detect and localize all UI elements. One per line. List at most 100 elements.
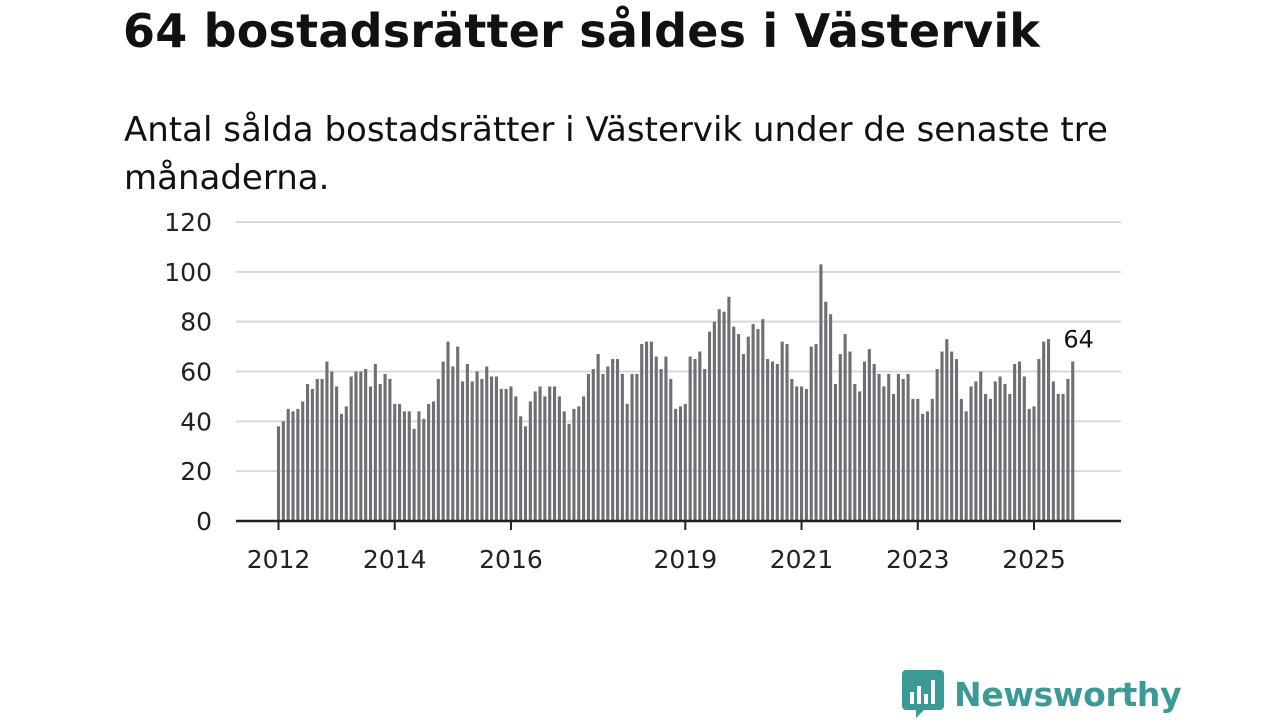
bar (635, 373, 639, 521)
bar (659, 369, 663, 521)
bar (785, 344, 789, 521)
bar (911, 398, 915, 521)
bar (814, 344, 818, 521)
bar (281, 421, 285, 521)
bar (562, 411, 566, 521)
x-tick-label: 2025 (1002, 545, 1066, 574)
bar (335, 386, 339, 521)
bar (746, 336, 750, 521)
bar (1051, 381, 1055, 521)
bar (799, 386, 804, 521)
bar (615, 359, 620, 521)
bar (862, 361, 867, 521)
bar (954, 359, 959, 521)
bar (1037, 359, 1041, 521)
x-tick-label: 2016 (479, 545, 543, 574)
bar (330, 371, 334, 521)
y-axis-ticks: 0 20 40 60 80 100 120 (164, 208, 212, 536)
bar (519, 416, 523, 521)
bar (378, 383, 382, 521)
bar (586, 373, 590, 521)
brand-name: Newsworthy (954, 674, 1182, 714)
bar (354, 371, 358, 521)
bar (620, 373, 624, 521)
bar (751, 324, 755, 521)
bar (601, 373, 605, 521)
bar (882, 386, 886, 521)
bar (325, 361, 329, 521)
bar (475, 371, 479, 521)
bar (780, 341, 784, 521)
bar (819, 264, 823, 521)
y-tick-label: 80 (180, 308, 212, 337)
bar (591, 369, 595, 521)
newsworthy-logo-icon (902, 670, 944, 718)
bar (795, 386, 799, 521)
bar (993, 381, 997, 521)
bar (514, 396, 518, 521)
bar (896, 373, 900, 521)
bar (393, 403, 397, 521)
bar (712, 321, 716, 521)
bar (901, 378, 905, 521)
bar (940, 351, 944, 521)
bar (935, 369, 939, 521)
bar (756, 329, 760, 521)
bar (761, 319, 765, 521)
bar (877, 373, 881, 521)
bar (548, 386, 552, 521)
bar (431, 401, 436, 521)
bar (998, 376, 1002, 521)
value-annotation: 64 (1063, 326, 1094, 354)
bar (693, 359, 697, 521)
bar (1008, 393, 1012, 521)
bar (824, 301, 828, 521)
bar (1046, 339, 1051, 521)
bar (809, 346, 813, 521)
bar (446, 341, 450, 521)
bar (887, 373, 891, 521)
bar (1042, 341, 1046, 521)
bar-chart: 0 20 40 60 80 100 120 2012 2014 2016 2019 2021 2023… (164, 208, 1121, 574)
bar (572, 408, 576, 522)
bar (1066, 378, 1070, 521)
bar (674, 408, 678, 522)
bar (320, 378, 324, 521)
bar (344, 406, 348, 521)
y-tick-label: 120 (164, 208, 212, 237)
bar (727, 296, 731, 521)
bar (654, 356, 658, 521)
chart-title: 64 bostadsrätter såldes i Västervik (123, 4, 1041, 58)
bar (988, 398, 992, 521)
bar (339, 413, 344, 521)
bar (301, 401, 305, 521)
bar (645, 341, 649, 521)
bar (441, 361, 445, 521)
y-tick-label: 0 (196, 507, 212, 536)
bar (775, 364, 779, 521)
y-tick-label: 100 (164, 258, 212, 287)
bar (388, 378, 392, 521)
bar (804, 388, 808, 521)
bar (306, 383, 310, 521)
bar (553, 386, 557, 521)
bar (310, 388, 314, 521)
bar (286, 408, 290, 522)
bar (703, 369, 707, 521)
bar (470, 381, 474, 521)
bar (499, 388, 503, 521)
bar (577, 406, 581, 521)
bar (848, 351, 852, 521)
bar (528, 401, 532, 521)
bar (770, 361, 775, 521)
bar (533, 391, 537, 521)
chart-subtitle: Antal sålda bostadsrätter i Västervik un… (124, 110, 1108, 198)
bar (543, 396, 547, 521)
bar (398, 403, 402, 521)
gridlines (236, 221, 1121, 473)
bar (959, 398, 963, 521)
bar (838, 354, 842, 521)
bar (412, 428, 416, 521)
bar (567, 423, 571, 521)
y-tick-label: 20 (180, 457, 212, 486)
